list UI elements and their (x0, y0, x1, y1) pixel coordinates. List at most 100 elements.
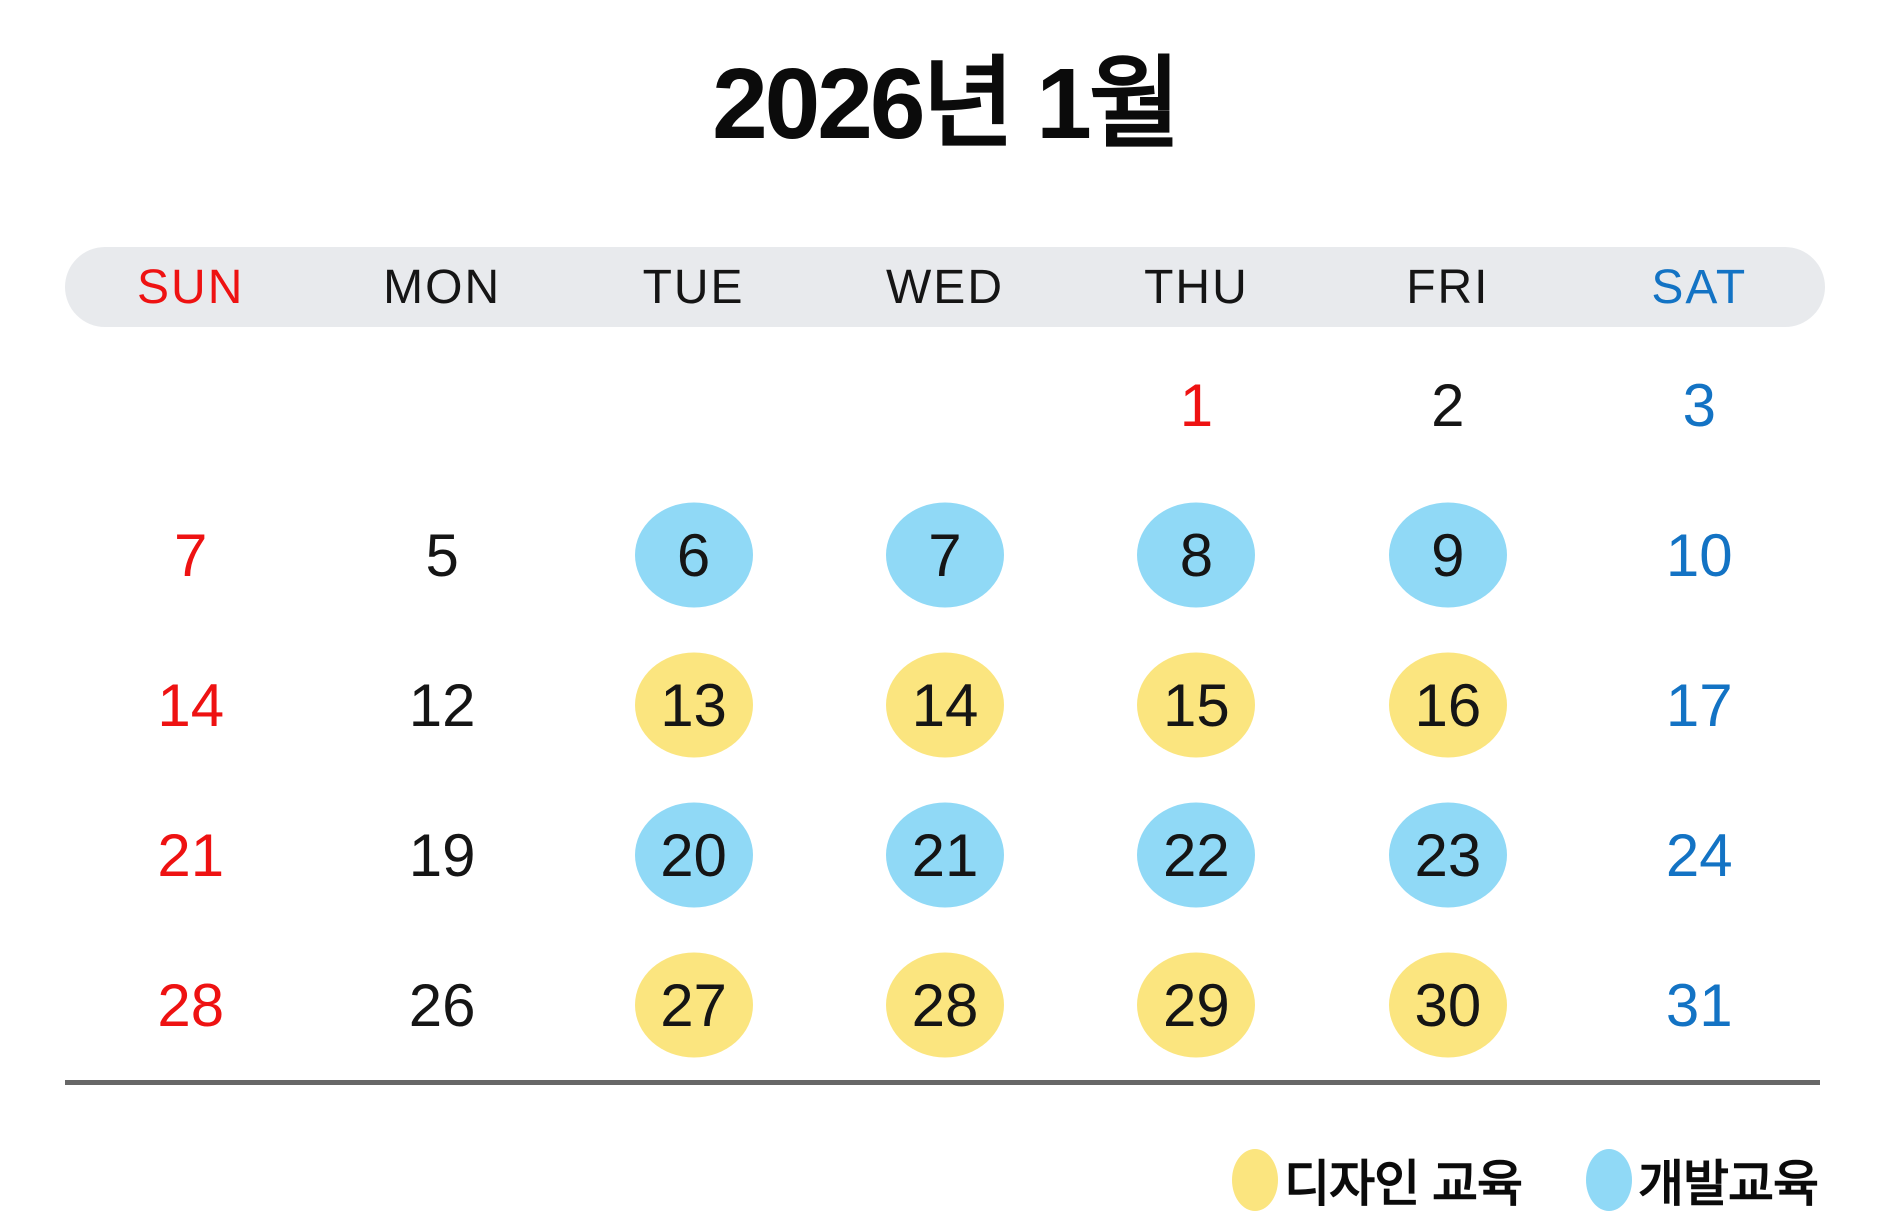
event-highlight-dev (1137, 502, 1256, 608)
day-number: 27 (660, 971, 727, 1039)
day-number: 20 (660, 821, 727, 889)
day-number: 16 (1414, 671, 1482, 739)
event-highlight-design (885, 952, 1004, 1058)
day-number: 21 (157, 821, 225, 889)
event-highlight-design (634, 952, 753, 1058)
day-number: 14 (157, 671, 225, 739)
event-highlight-design (1137, 652, 1256, 758)
day-number: 24 (1665, 821, 1733, 889)
event-highlight-dev (634, 502, 753, 608)
weekday-label-fri: FRI (1406, 260, 1490, 314)
event-highlight-design (1388, 652, 1507, 758)
day-number: 5 (425, 521, 459, 589)
day-cell-r3c4: 14 (819, 630, 1070, 780)
event-highlight-design (885, 652, 1004, 758)
day-cell-r4c3: 20 (568, 780, 819, 930)
calendar-title: 2026년 1월 (712, 48, 1181, 160)
day-cell-empty (65, 330, 316, 480)
day-cell-r3c5: 15 (1071, 630, 1322, 780)
weekday-label-thu: THU (1144, 260, 1249, 314)
weekday-header-bar: SUN MON TUE WED THU FRI SAT (65, 247, 1825, 327)
day-cell-r3c7: 17 (1574, 630, 1825, 780)
day-number: 28 (911, 971, 979, 1039)
day-cell-r2c1: 7 (65, 480, 316, 630)
legend-item-dev: 개발교육 (1586, 1144, 1819, 1216)
day-cell-r4c4: 21 (819, 780, 1070, 930)
day-number: 8 (1179, 521, 1214, 589)
day-cell-empty (568, 330, 819, 480)
day-number: 12 (408, 671, 476, 739)
day-cell-r3c6: 16 (1322, 630, 1573, 780)
weekday-label-mon: MON (383, 260, 502, 314)
event-highlight-design (1137, 952, 1256, 1058)
day-number: 17 (1665, 671, 1733, 739)
day-number: 2 (1431, 371, 1465, 439)
day-number: 29 (1163, 971, 1230, 1039)
day-cell-r2c6: 9 (1322, 480, 1573, 630)
day-number: 28 (157, 971, 225, 1039)
day-cell-r5c5: 29 (1071, 930, 1322, 1080)
day-cell-r3c3: 13 (568, 630, 819, 780)
day-number: 1 (1179, 371, 1214, 439)
day-cell-r4c7: 24 (1574, 780, 1825, 930)
day-cell-r4c2: 19 (316, 780, 567, 930)
legend-dot-dev-icon (1586, 1149, 1632, 1211)
event-highlight-dev (1388, 502, 1507, 608)
day-number: 7 (928, 521, 962, 589)
day-number: 22 (1163, 821, 1230, 889)
calendar-grid: 1 2 3 7 5 6 7 8 9 10 14 12 13 14 15 16 17 21 19 20 21 22 23 24 2… (65, 330, 1825, 1080)
day-number: 30 (1414, 971, 1482, 1039)
day-cell-r5c2: 26 (316, 930, 567, 1080)
day-number: 13 (660, 671, 727, 739)
day-cell-r5c7: 31 (1574, 930, 1825, 1080)
day-number: 19 (408, 821, 476, 889)
day-cell-r2c3: 6 (568, 480, 819, 630)
weekday-label-sun: SUN (137, 260, 245, 314)
day-number: 9 (1431, 521, 1465, 589)
event-highlight-design (634, 652, 753, 758)
day-number: 26 (408, 971, 476, 1039)
event-highlight-dev (1388, 802, 1507, 908)
day-number: 3 (1682, 371, 1716, 439)
day-cell-r4c1: 21 (65, 780, 316, 930)
day-cell-r3c2: 12 (316, 630, 567, 780)
legend: 디자인 교육 개발교육 (1232, 1140, 1819, 1220)
day-number: 10 (1665, 521, 1733, 589)
event-highlight-design (1388, 952, 1507, 1058)
day-cell-r2c5: 8 (1071, 480, 1322, 630)
day-cell-r1c5: 1 (1071, 330, 1322, 480)
event-highlight-dev (1137, 802, 1256, 908)
day-cell-r5c1: 28 (65, 930, 316, 1080)
day-cell-r3c1: 14 (65, 630, 316, 780)
day-cell-r2c7: 10 (1574, 480, 1825, 630)
weekday-label-sat: SAT (1651, 260, 1748, 314)
day-cell-r2c4: 7 (819, 480, 1070, 630)
day-cell-r1c7: 3 (1574, 330, 1825, 480)
day-cell-r2c2: 5 (316, 480, 567, 630)
day-cell-r5c6: 30 (1322, 930, 1573, 1080)
legend-item-design: 디자인 교육 (1232, 1144, 1523, 1216)
event-highlight-dev (885, 802, 1004, 908)
day-cell-r4c5: 22 (1071, 780, 1322, 930)
day-number: 7 (174, 521, 208, 589)
legend-divider (65, 1080, 1820, 1085)
day-cell-r4c6: 23 (1322, 780, 1573, 930)
day-cell-r1c6: 2 (1322, 330, 1573, 480)
weekday-label-wed: WED (886, 260, 1004, 314)
day-number: 21 (911, 821, 979, 889)
day-cell-r5c3: 27 (568, 930, 819, 1080)
day-cell-empty (316, 330, 567, 480)
legend-label-design: 디자인 교육 (1284, 1156, 1523, 1212)
event-highlight-dev (634, 802, 753, 908)
legend-dot-design-icon (1232, 1149, 1279, 1211)
day-number: 6 (676, 521, 711, 589)
day-cell-empty (819, 330, 1070, 480)
event-highlight-dev (885, 502, 1004, 608)
day-number: 23 (1414, 821, 1482, 889)
day-number: 15 (1163, 671, 1230, 739)
day-number: 31 (1665, 971, 1733, 1039)
legend-label-dev: 개발교육 (1638, 1156, 1819, 1212)
weekday-label-tue: TUE (642, 260, 745, 314)
day-cell-r5c4: 28 (819, 930, 1070, 1080)
day-number: 14 (911, 671, 979, 739)
